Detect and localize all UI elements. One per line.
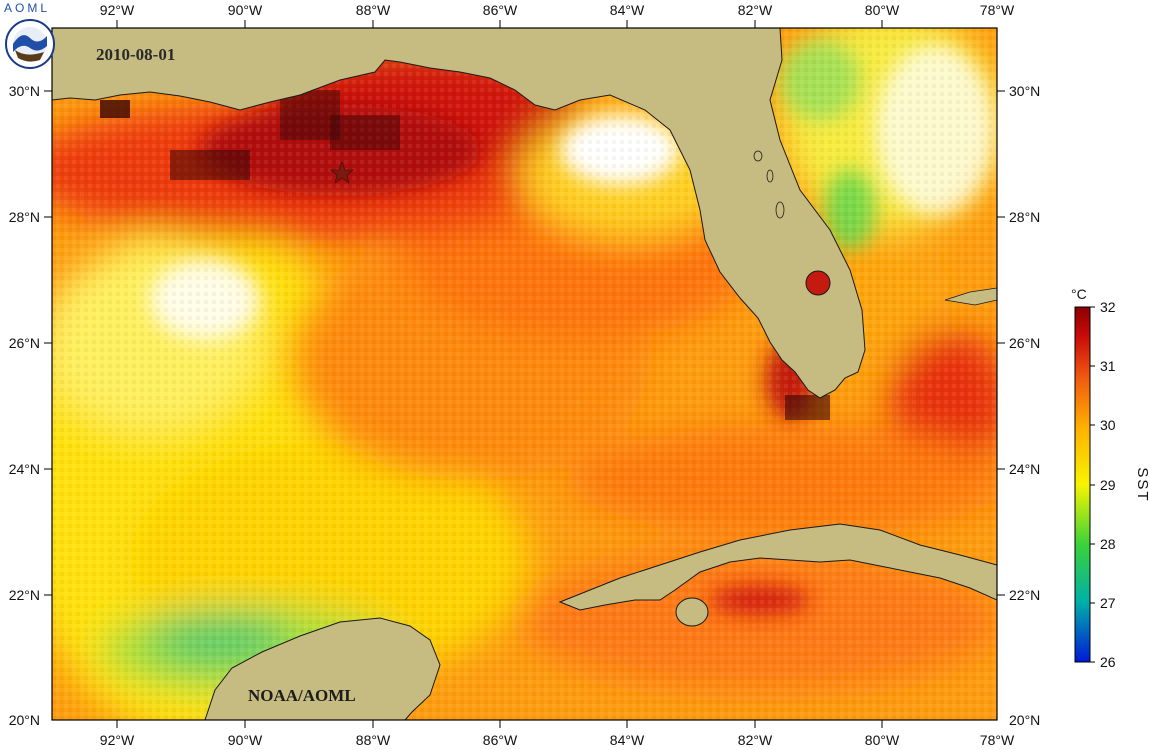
lon-tick-label: 88°W	[356, 2, 391, 18]
lat-tick-label: 28°N	[9, 209, 40, 225]
land-masses	[52, 28, 997, 720]
isla-juventud-land	[675, 597, 709, 627]
lake-okeechobee	[805, 270, 831, 296]
aoml-logo-text: AOML	[4, 1, 50, 15]
lat-tick-label: 22°N	[9, 587, 40, 603]
lon-tick-label: 90°W	[228, 2, 263, 18]
sst-field: 2010-08-01 NOAA/AOML	[52, 28, 997, 720]
lon-tick-label: 84°W	[610, 2, 645, 18]
colorbar-tick-label: 31	[1100, 358, 1116, 374]
lon-tick-label: 80°W	[865, 2, 900, 18]
colorbar-unit-label: °C	[1071, 286, 1087, 302]
lon-tick-label: 92°W	[100, 2, 135, 18]
lat-tick-label: 30°N	[1009, 83, 1040, 99]
map-credit-label: NOAA/AOML	[248, 686, 356, 705]
lat-tick-label: 24°N	[9, 461, 40, 477]
bahamas-islands	[753, 150, 997, 306]
us-gulf-coast-land	[52, 28, 866, 399]
lat-tick-label: 24°N	[1009, 461, 1040, 477]
lat-tick-label: 20°N	[9, 712, 40, 728]
colorbar-tick-label: 27	[1100, 595, 1116, 611]
yucatan-land	[204, 617, 441, 720]
lon-tick-label: 92°W	[100, 732, 135, 748]
lat-tick-label: 26°N	[9, 335, 40, 351]
lon-tick-label: 90°W	[228, 732, 263, 748]
lon-tick-label: 78°W	[980, 2, 1015, 18]
lon-tick-label: 88°W	[356, 732, 391, 748]
colorbar-tick-label: 29	[1100, 477, 1116, 493]
colorbar-gradient	[1074, 306, 1091, 663]
lat-labels-left: 30°N 28°N 26°N 24°N 22°N 20°N	[9, 83, 40, 728]
map-frame	[51, 27, 998, 721]
star-icon	[330, 161, 354, 184]
colorbar-tick-label: 28	[1100, 536, 1116, 552]
lon-tick-label: 84°W	[610, 732, 645, 748]
lon-tick-label: 86°W	[483, 732, 518, 748]
lon-tick-label: 82°W	[738, 732, 773, 748]
lat-tick-label: 20°N	[1009, 712, 1040, 728]
lon-tick-label: 82°W	[738, 2, 773, 18]
lat-labels-right: 30°N 28°N 26°N 24°N 22°N 20°N	[1009, 83, 1040, 728]
sst-colorbar: °C 32 31 30 29 28 27 26 SST	[1071, 286, 1150, 670]
lat-tick-label: 26°N	[1009, 335, 1040, 351]
lon-tick-label: 80°W	[865, 732, 900, 748]
lat-tick-label: 28°N	[1009, 209, 1040, 225]
coastal-hot-spots	[100, 90, 830, 420]
noaa-logo-icon	[5, 19, 55, 69]
lon-tick-label: 86°W	[483, 2, 518, 18]
lat-tick-label: 30°N	[9, 83, 40, 99]
colorbar-title: SST	[1134, 467, 1150, 502]
lon-tick-marks	[116, 20, 883, 728]
lon-tick-label: 78°W	[980, 732, 1015, 748]
colorbar-tick-label: 26	[1100, 654, 1116, 670]
lon-labels-top: 92°W 90°W 88°W 86°W 84°W 82°W 80°W 78°W	[100, 2, 1015, 18]
cuba-land	[558, 523, 997, 611]
colorbar-tick-label: 30	[1100, 417, 1116, 433]
map-date-label: 2010-08-01	[96, 45, 175, 64]
lon-labels-bottom: 92°W 90°W 88°W 86°W 84°W 82°W 80°W 78°W	[100, 732, 1015, 748]
lat-tick-label: 22°N	[1009, 587, 1040, 603]
colorbar-tick-marks	[1090, 306, 1095, 663]
lat-tick-marks	[44, 90, 1005, 596]
colorbar-tick-label: 32	[1100, 299, 1116, 315]
